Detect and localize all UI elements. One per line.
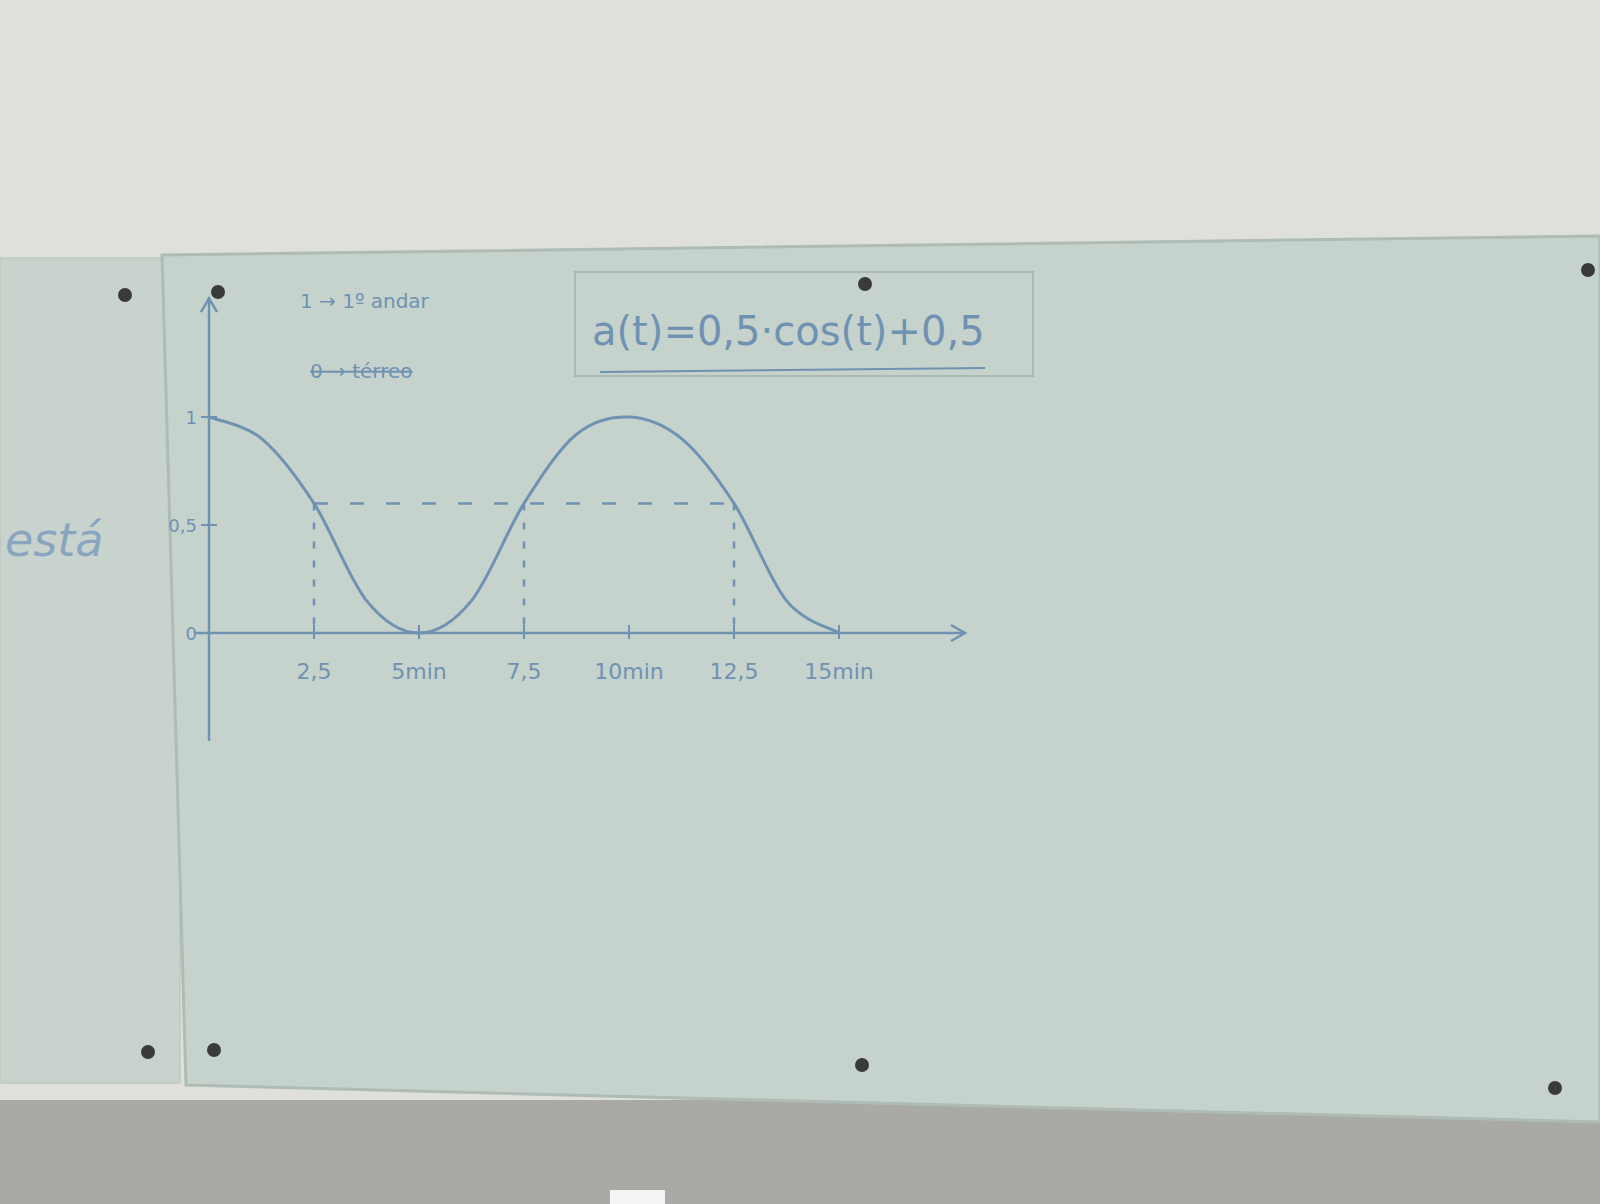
guide-v — [733, 503, 736, 633]
x-tick — [733, 625, 735, 639]
annotation: 0 → térreo — [310, 359, 413, 383]
curve — [209, 417, 839, 633]
scene: está 1 → 1º andar 0 → térreo a(t)=0,5·cos(t… — [0, 0, 1600, 1204]
y-axis — [208, 298, 211, 741]
x-tick-label: 2,5 — [297, 659, 332, 684]
whiteboard — [162, 236, 1600, 1122]
x-arrow — [951, 625, 965, 641]
guide-v — [313, 503, 316, 633]
y-tick — [201, 632, 217, 634]
left-board — [0, 258, 180, 1083]
formula: a(t)=0,5·cos(t)+0,5 — [592, 308, 985, 354]
y-tick-label: 1 — [186, 407, 197, 428]
x-tick-label: 12,5 — [710, 659, 759, 684]
y-tick-label: 0,5 — [168, 515, 197, 536]
socket — [610, 1190, 665, 1204]
x-axis — [194, 632, 965, 635]
bolt — [858, 277, 872, 291]
bolt — [1581, 263, 1595, 277]
x-tick — [313, 625, 315, 639]
bolt — [118, 288, 132, 302]
formula-box — [575, 272, 1033, 376]
x-tick — [628, 625, 630, 639]
side-text: está — [5, 513, 104, 567]
x-tick-label: 7,5 — [507, 659, 542, 684]
underline — [600, 368, 985, 372]
x-tick-label: 5min — [391, 659, 446, 684]
bolt — [211, 285, 225, 299]
x-tick-label: 10min — [594, 659, 663, 684]
x-tick-label: 15min — [804, 659, 873, 684]
x-tick — [523, 625, 525, 639]
annotation: 1 → 1º andar — [300, 289, 430, 313]
wall — [0, 0, 1600, 1204]
guide-v — [523, 503, 526, 633]
y-tick — [201, 524, 217, 526]
y-arrow — [201, 298, 217, 312]
bolt — [1548, 1081, 1562, 1095]
y-tick-label: 0 — [186, 623, 197, 644]
bolt — [855, 1058, 869, 1072]
bolt — [207, 1043, 221, 1057]
plot-area — [209, 417, 839, 633]
bolt — [141, 1045, 155, 1059]
